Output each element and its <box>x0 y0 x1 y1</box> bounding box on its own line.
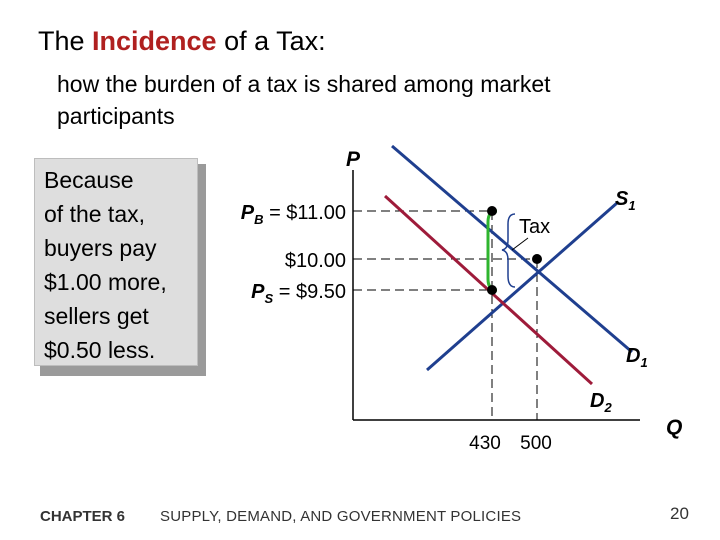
s1-name: S <box>615 188 629 210</box>
demand-curve-d1 <box>391 144 633 354</box>
d1-sub: 1 <box>640 355 647 370</box>
price-label-original: $10.00 <box>285 250 346 272</box>
ps-prefix: P <box>251 281 265 303</box>
equilibrium-point-sellers <box>487 285 497 295</box>
supply-curve <box>426 201 618 372</box>
price-label-sellers: PS = $9.50 <box>251 281 346 306</box>
callout-line: of the tax, <box>44 201 146 227</box>
d2-sub: 2 <box>603 400 612 415</box>
title-highlight: Incidence <box>92 26 217 56</box>
callout-line: $0.50 less. <box>44 337 156 363</box>
tax-brace <box>501 213 516 288</box>
callout-line: sellers get <box>44 303 149 329</box>
demand-label-d2: D2 <box>590 390 612 415</box>
x-axis-label: Q <box>666 416 682 439</box>
s1-sub: 1 <box>628 198 635 213</box>
d2-name: D <box>590 390 604 412</box>
d1-name: D <box>626 345 640 367</box>
pb-sub: B <box>254 212 263 227</box>
tax-label: Tax <box>519 216 550 238</box>
tax-pointer <box>511 237 529 251</box>
ps-text: = $9.50 <box>273 281 346 303</box>
equilibrium-point-original <box>532 254 542 264</box>
callout-line: buyers pay <box>44 235 157 261</box>
callout-line: $1.00 more, <box>44 269 167 295</box>
quantity-label-500: 500 <box>520 433 552 454</box>
supply-label: S1 <box>615 188 636 213</box>
title-post: of a Tax: <box>216 26 326 56</box>
footer-title: SUPPLY, DEMAND, AND GOVERNMENT POLICIES <box>160 508 522 525</box>
pb-prefix: P <box>241 202 255 224</box>
quantity-label-430: 430 <box>469 433 501 454</box>
slide-subtitle: how the burden of a tax is shared among … <box>57 71 551 129</box>
demand-label-d1: D1 <box>626 345 648 370</box>
footer-chapter: CHAPTER 6 <box>40 508 126 525</box>
y-axis-label: P <box>346 148 361 171</box>
price-label-buyers: PB = $11.00 <box>241 202 346 227</box>
ps-sub: S <box>264 291 273 306</box>
page-number: 20 <box>670 504 689 523</box>
slide-title: The Incidence of a Tax: <box>38 26 326 57</box>
callout-line: Because <box>44 167 134 193</box>
pb-text: = $11.00 <box>264 202 346 224</box>
equilibrium-point-buyers <box>487 206 497 216</box>
tax-bracket <box>486 209 498 292</box>
callout-box: Because of the tax, buyers pay $1.00 mor… <box>34 158 198 366</box>
title-pre: The <box>38 26 93 56</box>
